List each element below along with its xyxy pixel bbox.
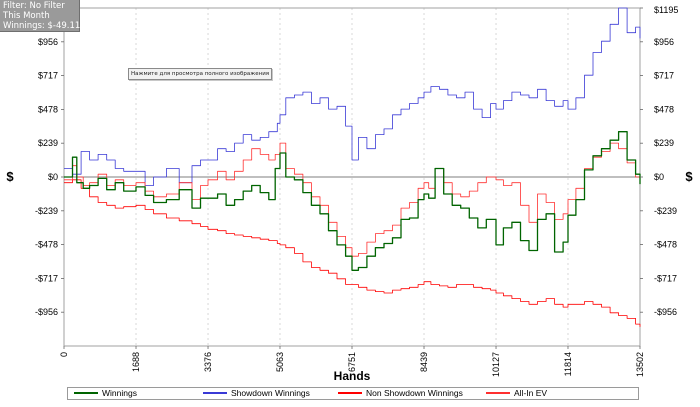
legend-label-non-showdown-winnings: Non Showdown Winnings bbox=[366, 388, 463, 398]
filter-info-panel: Filter: No Filter This Month Winnings: $… bbox=[0, 0, 80, 32]
legend-swatch-all-in-ev bbox=[486, 391, 510, 394]
y-right-tick-label: $239 bbox=[654, 138, 674, 148]
legend-item-all-in-ev: All-In EV bbox=[486, 388, 547, 399]
legend-swatch-showdown-winnings bbox=[203, 391, 227, 394]
y-left-tick-label: $956 bbox=[38, 37, 58, 47]
series-lines bbox=[64, 7, 641, 327]
x-axis-title: Hands bbox=[334, 369, 371, 383]
x-tick-label: 3376 bbox=[203, 352, 213, 372]
y-left-tick-label: -$956 bbox=[35, 307, 58, 317]
y-left-tick-label: $717 bbox=[38, 71, 58, 81]
legend-swatch-winnings bbox=[74, 391, 98, 394]
legend-item-winnings: Winnings bbox=[74, 388, 137, 399]
x-tick-label: 8439 bbox=[419, 352, 429, 372]
legend-swatch-non-showdown-winnings bbox=[338, 391, 362, 394]
x-tick-label: 5063 bbox=[275, 352, 285, 372]
period-label: This Month bbox=[3, 11, 50, 21]
winnings-summary: Winnings: $-49.11 bbox=[3, 21, 81, 31]
y-right-tick-label: -$478 bbox=[654, 240, 677, 250]
y-right-tick-label: $956 bbox=[654, 37, 674, 47]
y-right-tick-label: -$956 bbox=[654, 307, 677, 317]
legend-item-non-showdown-winnings: Non Showdown Winnings bbox=[338, 388, 463, 399]
x-tick-label: 10127 bbox=[491, 352, 501, 377]
y-right-tick-label: $1195 bbox=[654, 5, 678, 15]
x-axis-ticks: 0 1688 3376 5063 6751 8439 10127 11814 13502 bbox=[59, 346, 645, 377]
y-left-tick-label: -$239 bbox=[35, 206, 58, 216]
legend-label-showdown-winnings: Showdown Winnings bbox=[231, 388, 310, 398]
series-line-all-in-ev bbox=[64, 142, 641, 257]
chart-legend: Winnings Showdown Winnings Non Showdown … bbox=[67, 387, 639, 400]
vertical-gridlines bbox=[135, 8, 569, 346]
y-left-tick-label: $478 bbox=[38, 104, 58, 114]
y-axis-right-ticks: $1195 $956 $717 $478 $239 $0 -$239 -$478 -$717 -$… bbox=[640, 5, 678, 317]
x-tick-label: 0 bbox=[59, 352, 69, 357]
legend-item-showdown-winnings: Showdown Winnings bbox=[203, 388, 310, 399]
y-axis-title-left: $ bbox=[6, 169, 14, 184]
x-tick-label: 13502 bbox=[635, 352, 645, 377]
y-right-tick-label: -$239 bbox=[654, 206, 677, 216]
y-right-tick-label: -$717 bbox=[654, 273, 677, 283]
y-right-tick-label: $478 bbox=[654, 104, 674, 114]
y-left-tick-label: -$478 bbox=[35, 240, 58, 250]
enlarge-image-tooltip[interactable]: Нажмите для просмотра полного изображени… bbox=[128, 68, 273, 80]
legend-label-winnings: Winnings bbox=[102, 388, 137, 398]
y-right-tick-label: $717 bbox=[654, 71, 674, 81]
series-line-showdown-winnings bbox=[64, 7, 641, 186]
y-axis-title-right: $ bbox=[685, 169, 693, 184]
x-tick-label: 1688 bbox=[131, 352, 141, 372]
x-tick-label: 11814 bbox=[563, 352, 573, 376]
filter-label: Filter: No Filter bbox=[3, 1, 65, 11]
y-axis-left-ticks: $956 $717 $478 $239 $0 -$239 -$478 -$717 -$956 bbox=[35, 37, 64, 317]
x-tick-label: 6751 bbox=[347, 352, 357, 372]
y-left-tick-label: $239 bbox=[38, 138, 58, 148]
legend-label-all-in-ev: All-In EV bbox=[514, 388, 548, 398]
series-line-winnings bbox=[64, 131, 641, 271]
series-line-non-showdown-winnings bbox=[64, 179, 641, 327]
y-left-tick-label: $0 bbox=[48, 172, 58, 182]
y-left-tick-label: -$717 bbox=[35, 273, 58, 283]
y-right-tick-label: $0 bbox=[654, 172, 664, 182]
